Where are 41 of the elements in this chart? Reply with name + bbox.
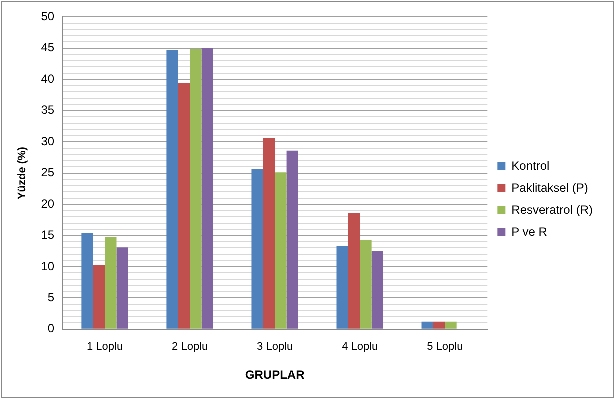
bar [445,322,457,329]
y-tick-label: 15 [41,228,55,242]
y-tick-label: 45 [41,40,55,55]
bar [166,50,178,329]
y-tick-label: 5 [48,290,55,304]
y-tick-label: 50 [41,10,55,24]
bar [360,240,372,329]
bar [190,49,202,329]
legend-label: Kontrol [512,158,550,173]
bar [263,138,276,329]
bar [82,233,94,329]
bar [372,251,384,329]
bar [178,83,190,329]
bar [286,150,298,329]
legend-label: Paklitaksel (P) [512,180,588,195]
x-tick-label: 3 Loplu [257,341,294,354]
bar [202,48,214,329]
y-tick-label: 35 [41,103,55,118]
y-tick-label: 0 [48,322,55,336]
y-tick-label: 30 [41,134,55,148]
x-tick-label: 5 Loplu [427,341,464,354]
x-axis-title: GRUPLAR [245,368,306,382]
y-tick-label: 20 [41,196,55,211]
bar [422,322,434,329]
y-tick-label: 40 [41,72,55,86]
x-tick-label: 4 Loplu [342,341,378,354]
bar [348,213,360,329]
y-tick-label: 10 [41,259,55,274]
bar [433,322,446,329]
bar [105,236,117,329]
legend-label: Resveratrol (R) [512,202,594,217]
bar [252,170,264,329]
y-tick-label: 25 [41,166,55,180]
bar [336,246,348,329]
bar [116,248,128,329]
bar [275,172,287,329]
y-axis-title: Yüzde (%) [16,146,29,200]
bar [93,265,106,329]
x-tick-label: 2 Loplu [172,341,208,354]
x-tick-label: 1 Loplu [87,341,124,354]
legend-label: P ve R [512,224,548,239]
